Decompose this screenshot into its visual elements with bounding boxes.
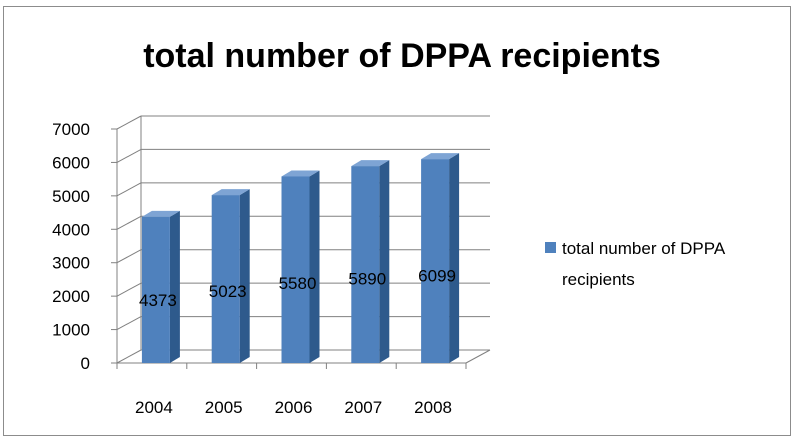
bar-top [351,160,390,167]
bar-top [281,170,320,177]
x-tick-label: 2007 [344,398,382,417]
gridline-diagonal [116,182,142,197]
bar-top [421,153,460,160]
legend-swatch [545,242,556,253]
data-label: 6099 [418,266,456,285]
chart-frame [3,6,791,436]
chart-title: total number of DPPA recipients [143,37,661,75]
bar [421,159,450,363]
bar [281,176,310,363]
gridline-diagonal [116,282,142,297]
gridline-diagonal [116,349,142,364]
y-tick-label: 4000 [52,220,90,239]
bar [141,216,170,363]
bar-side [169,210,180,363]
x-tick-label: 2005 [205,398,243,417]
bar-side [309,170,320,363]
y-tick-label: 1000 [52,321,90,340]
bar-side [449,153,460,363]
gridline-diagonal [116,316,142,331]
data-label: 5023 [209,282,247,301]
data-label: 5890 [348,269,386,288]
axes: 0 1000 2000 3000 4000 5000 6000 7000 2004 2005 200… [52,116,491,417]
data-label: 4373 [139,291,177,310]
gridline-diagonal [116,115,142,130]
legend: total number of DPPA recipients [545,239,726,289]
x-tick-label: 2004 [135,398,173,417]
bar-top [211,189,250,196]
legend-line-2: recipients [562,270,635,289]
bar-side [379,160,390,363]
bar-side [239,189,250,363]
gridline-diagonal [116,148,142,163]
y-tick-label: 3000 [52,254,90,273]
floor-edge [465,349,491,364]
y-tick-label: 5000 [52,187,90,206]
x-tick-label: 2006 [275,398,313,417]
gridline-diagonal [116,249,142,264]
bar [351,166,380,363]
legend-line-1: total number of DPPA [562,239,726,258]
bars [141,153,460,363]
bar [211,195,240,363]
y-tick-label: 7000 [52,120,90,139]
y-tick-label: 0 [81,354,90,373]
data-label: 5580 [279,274,317,293]
y-tick-label: 6000 [52,153,90,172]
x-tick-label: 2008 [414,398,452,417]
y-tick-label: 2000 [52,287,90,306]
data-labels: 4373 5023 5580 5890 6099 [139,266,456,310]
bar-top [141,210,180,217]
gridline-diagonal [116,215,142,230]
